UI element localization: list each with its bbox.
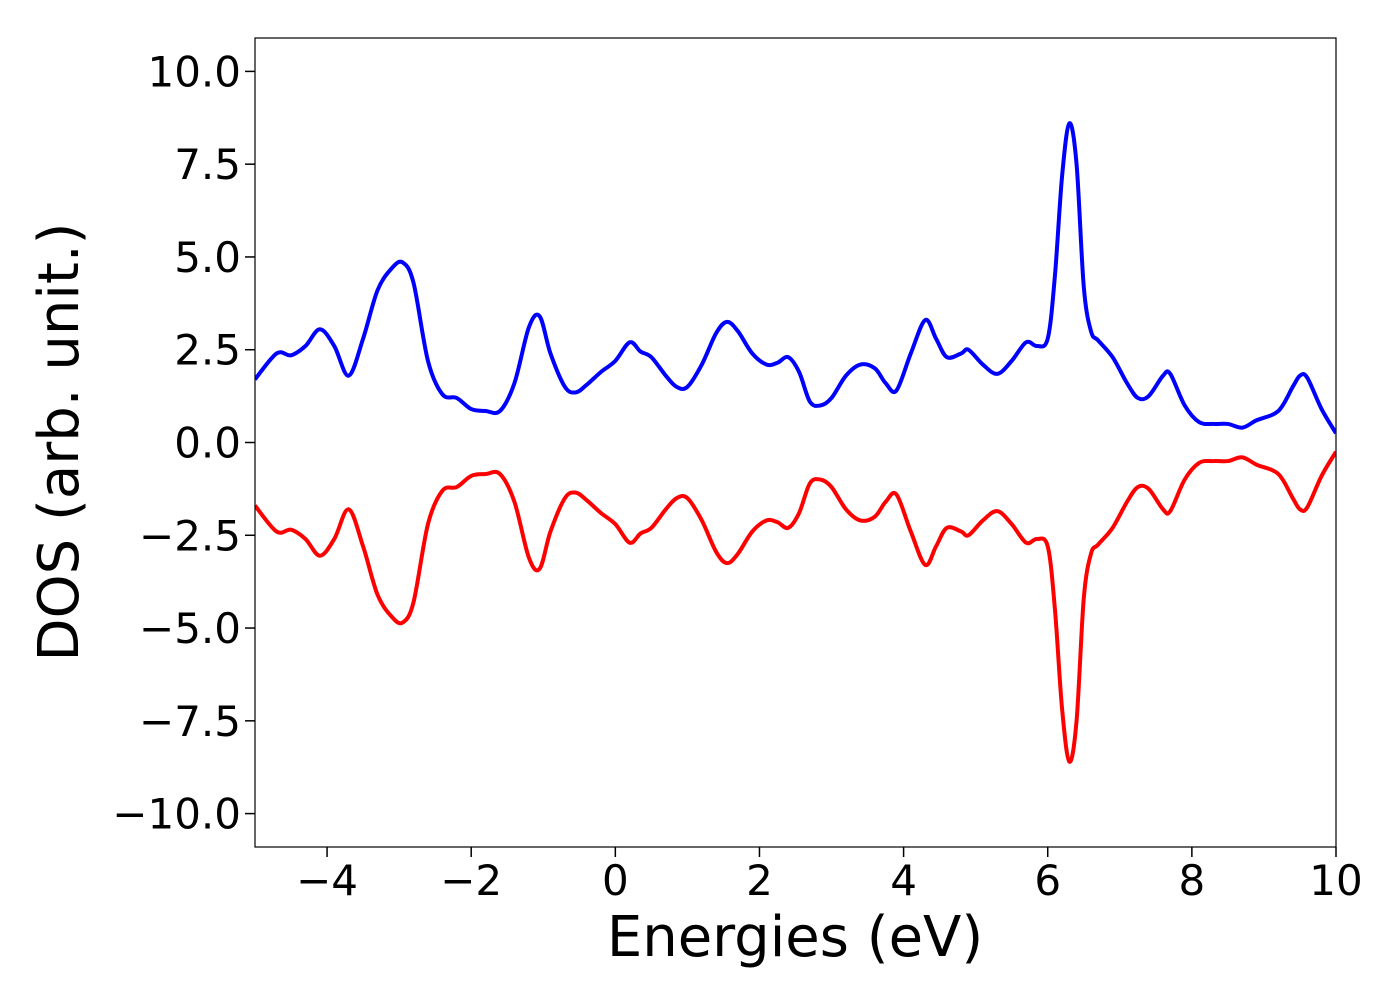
plot-frame bbox=[254, 37, 1337, 848]
y-tick-label: 2.5 bbox=[174, 326, 241, 375]
x-axis-label: Energies (eV) bbox=[607, 905, 983, 970]
y-tick-label: −7.5 bbox=[139, 697, 241, 746]
series-line-1 bbox=[255, 450, 1336, 764]
y-tick-label: 7.5 bbox=[174, 140, 241, 189]
x-tick-label: 4 bbox=[890, 856, 917, 905]
y-tick-label: 10.0 bbox=[147, 47, 241, 96]
y-tick-label: −2.5 bbox=[139, 511, 241, 560]
x-tick-label: −2 bbox=[440, 856, 502, 905]
y-axis-label: DOS (arb. unit.) bbox=[27, 222, 92, 661]
x-tick-label: 6 bbox=[1034, 856, 1061, 905]
y-tick-label: −5.0 bbox=[139, 604, 241, 653]
y-tick-label: 5.0 bbox=[174, 233, 241, 282]
ticks-layer: −4 −2 0 2 4 6 8 10 10.0 7.5 5.0 2.5 0.0 −2.5 −5.0 −7.5 −… bbox=[112, 47, 1362, 905]
series-line-0 bbox=[255, 121, 1336, 435]
x-tick-label: 2 bbox=[746, 856, 773, 905]
x-tick-label: −4 bbox=[296, 856, 358, 905]
y-tick-label: 0.0 bbox=[174, 419, 241, 468]
series-layer bbox=[255, 121, 1336, 764]
y-tick-label: −10.0 bbox=[112, 790, 241, 839]
x-tick-label: 8 bbox=[1178, 856, 1205, 905]
x-tick-label: 10 bbox=[1309, 856, 1362, 905]
x-tick-label: 0 bbox=[602, 856, 629, 905]
